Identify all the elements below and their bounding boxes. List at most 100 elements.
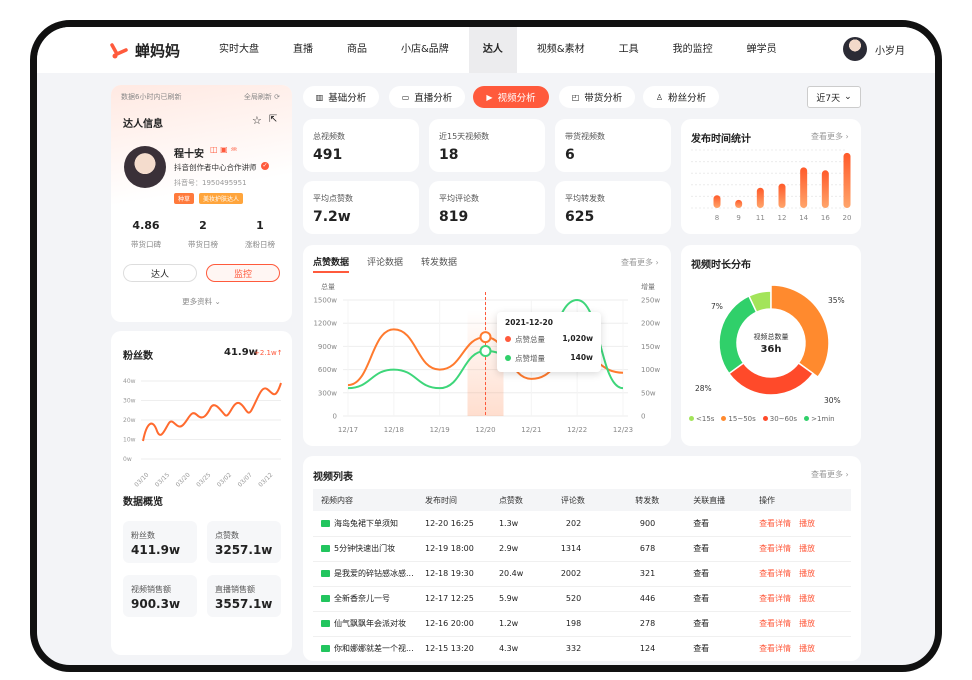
view-detail-link[interactable]: 查看详情 bbox=[759, 544, 792, 553]
refresh-all-button[interactable]: 全局刷新 ⟳ bbox=[244, 92, 280, 102]
publish-x-tick: 14 bbox=[799, 214, 808, 222]
stat-card: 平均转发数 625 bbox=[555, 181, 671, 234]
video-list-more-link[interactable]: 查看更多 › bbox=[811, 470, 849, 479]
table-row[interactable]: 你和娜娜就差一个视... 12-15 13:20 4.3w 332 124 查看 查看详情播… bbox=[313, 636, 851, 661]
monitor-button[interactable]: 监控 bbox=[206, 264, 280, 282]
view-live-link[interactable]: 查看 bbox=[685, 636, 752, 661]
publish-time: 12-17 12:25 bbox=[416, 586, 491, 612]
view-detail-link[interactable]: 查看详情 bbox=[759, 594, 792, 603]
nav-item-8[interactable]: 蝉学员 bbox=[746, 44, 777, 55]
publish-bar bbox=[800, 167, 808, 208]
profile-stat-label: 涨粉日榜 bbox=[245, 240, 275, 249]
fans-delta-value: +2.1w bbox=[254, 349, 277, 357]
donut-label-1: 35% bbox=[828, 296, 845, 305]
publish-x-tick: 9 bbox=[736, 214, 740, 222]
nav-item-5[interactable]: 视频&素材 bbox=[536, 44, 585, 55]
tag-zhongcao: 种草 bbox=[174, 193, 195, 204]
likes-left-tick: 1200w bbox=[313, 320, 337, 328]
video-title-cell[interactable]: 海岛兔裙下单须知 bbox=[313, 511, 417, 537]
video-title-cell[interactable]: 仙气飘飘年会派对妆 bbox=[313, 611, 417, 637]
table-row[interactable]: 全新香奈儿一号 12-17 12:25 5.9w 520 446 查看 查看详情 播放 bbox=[313, 586, 851, 612]
user-menu[interactable]: 小岁月 bbox=[843, 37, 905, 61]
actions-cell: 查看详情 播放 bbox=[751, 511, 851, 537]
video-title-cell[interactable]: 全新香奈儿一号 bbox=[313, 586, 417, 612]
app-name: 蝉妈妈 bbox=[135, 42, 181, 60]
table-row[interactable]: 5分钟快速出门妆 12-19 18:00 2.9w 1314 678 查看 查看详情 播放 bbox=[313, 536, 851, 562]
nav-item-2[interactable]: 商品 bbox=[347, 44, 367, 55]
legend-dot bbox=[721, 416, 727, 421]
legend-item: >1min bbox=[804, 415, 835, 423]
video-title: 仙气飘飘年会派对妆 bbox=[334, 619, 406, 628]
nav-item-0[interactable]: 实时大盘 bbox=[219, 44, 259, 55]
likes-tab-1[interactable]: 评论数据 bbox=[367, 258, 404, 268]
nav-item-7[interactable]: 我的监控 bbox=[672, 44, 713, 55]
user-name: 小岁月 bbox=[875, 45, 905, 57]
view-live-link[interactable]: 查看 bbox=[685, 586, 752, 612]
star-icon[interactable]: ☆ bbox=[252, 114, 262, 127]
video-title-cell[interactable]: 你和娜娜就差一个视... bbox=[313, 636, 417, 661]
view-detail-link[interactable]: 查看详情 bbox=[759, 518, 792, 528]
tab-0[interactable]: ▥ 基础分析 bbox=[303, 86, 379, 108]
nav-item-3[interactable]: 小店&品牌 bbox=[401, 44, 449, 55]
likes-left-tick: 300w bbox=[318, 389, 337, 397]
play-link[interactable]: 播放 bbox=[799, 544, 816, 553]
comments-count: 520 bbox=[552, 586, 628, 612]
column-header: 关联直播 bbox=[685, 489, 752, 511]
daren-button[interactable]: 达人 bbox=[123, 264, 197, 282]
fans-x-tick: 03/07 bbox=[237, 471, 254, 488]
play-link[interactable]: 播放 bbox=[799, 518, 816, 528]
video-title-cell[interactable]: 是我爱的碎钻感冰感... bbox=[313, 561, 417, 587]
likes-x-tick: 12/19 bbox=[430, 426, 450, 434]
share-icon[interactable]: ⇱ bbox=[269, 114, 278, 125]
play-link[interactable]: 播放 bbox=[799, 619, 816, 628]
logo[interactable]: 蝉妈妈 bbox=[109, 40, 180, 61]
profile-id: 抖音号：1950495951 bbox=[174, 179, 247, 187]
play-link[interactable]: 播放 bbox=[799, 594, 816, 603]
video-title-cell[interactable]: 5分钟快速出门妆 bbox=[313, 536, 417, 562]
profile-name: 程十安 bbox=[174, 149, 204, 160]
tag-beauty: 美妆护肤达人 bbox=[199, 193, 244, 204]
tab-label: 粉丝分析 bbox=[668, 93, 707, 104]
profile-avatar bbox=[124, 146, 166, 188]
range-select[interactable]: 近7天 ⌄ bbox=[807, 86, 861, 108]
publish-bar bbox=[735, 199, 743, 208]
comments-count: 198 bbox=[552, 611, 628, 637]
play-link[interactable]: 播放 bbox=[799, 644, 816, 653]
fans-line bbox=[142, 382, 282, 442]
view-live-link[interactable]: 查看 bbox=[685, 536, 752, 562]
avatar[interactable] bbox=[843, 37, 867, 61]
publish-more-label: 查看更多 bbox=[811, 132, 843, 141]
more-info-link[interactable]: 更多资料 ⌄ bbox=[111, 296, 292, 307]
likes-count: 20.4w bbox=[490, 561, 553, 587]
nav-item-4[interactable]: 达人 bbox=[468, 27, 517, 73]
table-row[interactable]: 是我爱的碎钻感冰感... 12-18 19:30 20.4w 2002 321 查看 查看详… bbox=[313, 561, 851, 587]
tab-1[interactable]: ▭ 直播分析 bbox=[389, 86, 465, 108]
likes-tab-2[interactable]: 转发数据 bbox=[421, 258, 458, 268]
publish-more-link[interactable]: 查看更多 › bbox=[811, 132, 849, 141]
view-live-link[interactable]: 查看 bbox=[685, 611, 752, 637]
tab-3[interactable]: ◰ 带货分析 bbox=[559, 86, 635, 108]
tab-4[interactable]: ♙ 粉丝分析 bbox=[643, 86, 719, 108]
tab-2[interactable]: ▶ 视频分析 bbox=[473, 86, 549, 108]
comments-count: 2002 bbox=[552, 561, 628, 587]
play-link[interactable]: 播放 bbox=[799, 569, 816, 578]
likes-tab-0[interactable]: 点赞数据 bbox=[313, 255, 350, 273]
view-detail-link[interactable]: 查看详情 bbox=[759, 619, 792, 628]
tablet-frame: 蝉妈妈 实时大盘 直播 商品 小店&品牌 达人 视频&素材 工具 我的监控 蝉学员 小岁月 数据… bbox=[30, 20, 942, 672]
view-live-link[interactable]: 查看 bbox=[685, 511, 752, 537]
tooltip-delta-value: 140w bbox=[570, 353, 593, 362]
column-header: 转发数 bbox=[627, 489, 686, 511]
top-nav: 蝉妈妈 实时大盘 直播 商品 小店&品牌 达人 视频&素材 工具 我的监控 蝉学员 小岁月 bbox=[37, 27, 935, 73]
likes-more-link[interactable]: 查看更多 › bbox=[621, 258, 659, 267]
nav-item-1[interactable]: 直播 bbox=[293, 44, 313, 55]
stat-label: 平均评论数 bbox=[439, 194, 479, 203]
view-detail-link[interactable]: 查看详情 bbox=[759, 644, 792, 653]
stat-value: 6 bbox=[565, 147, 575, 163]
view-live-link[interactable]: 查看 bbox=[685, 561, 752, 587]
table-row[interactable]: 海岛兔裙下单须知 12-20 16:25 1.3w 202 900 查看 查看详情 播放 bbox=[313, 511, 851, 537]
actions-cell: 查看详情 播放 bbox=[751, 636, 851, 661]
table-row[interactable]: 仙气飘飘年会派对妆 12-16 20:00 1.2w 198 278 查看 查看详情 播放 bbox=[313, 611, 851, 637]
hover-point-0 bbox=[479, 331, 492, 344]
nav-item-6[interactable]: 工具 bbox=[618, 44, 639, 55]
view-detail-link[interactable]: 查看详情 bbox=[759, 569, 792, 578]
